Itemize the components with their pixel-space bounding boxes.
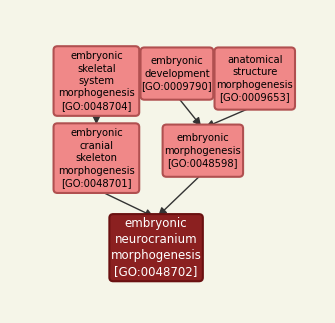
FancyBboxPatch shape — [54, 46, 139, 116]
Text: embryonic
cranial
skeleton
morphogenesis
[GO:0048701]: embryonic cranial skeleton morphogenesis… — [58, 128, 135, 188]
FancyBboxPatch shape — [54, 123, 139, 193]
Text: embryonic
morphogenesis
[GO:0048598]: embryonic morphogenesis [GO:0048598] — [164, 133, 241, 168]
FancyBboxPatch shape — [162, 125, 243, 177]
Text: embryonic
development
[GO:0009790]: embryonic development [GO:0009790] — [142, 56, 212, 91]
Text: anatomical
structure
morphogenesis
[GO:0009653]: anatomical structure morphogenesis [GO:0… — [216, 55, 293, 102]
Text: embryonic
skeletal
system
morphogenesis
[GO:0048704]: embryonic skeletal system morphogenesis … — [58, 51, 135, 111]
Text: embryonic
neurocranium
morphogenesis
[GO:0048702]: embryonic neurocranium morphogenesis [GO… — [111, 217, 202, 278]
FancyBboxPatch shape — [109, 214, 203, 281]
FancyBboxPatch shape — [214, 47, 295, 109]
FancyBboxPatch shape — [141, 47, 213, 100]
